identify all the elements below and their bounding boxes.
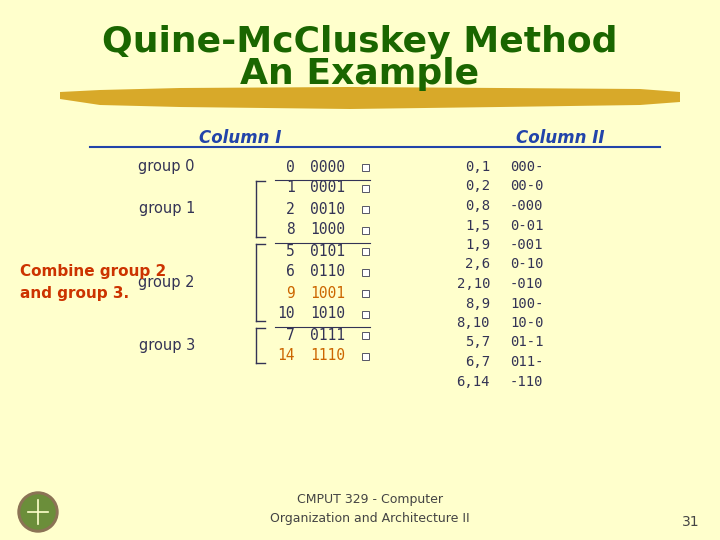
Text: -110: -110 xyxy=(510,375,544,388)
Text: 000-: 000- xyxy=(510,160,544,174)
FancyBboxPatch shape xyxy=(361,185,369,192)
FancyBboxPatch shape xyxy=(361,206,369,213)
Text: 2,6: 2,6 xyxy=(465,258,490,272)
Text: 00-0: 00-0 xyxy=(510,179,544,193)
Text: 0: 0 xyxy=(287,159,295,174)
Text: 1001: 1001 xyxy=(310,286,345,300)
Text: 5,7: 5,7 xyxy=(465,335,490,349)
Text: Combine group 2
and group 3.: Combine group 2 and group 3. xyxy=(20,264,166,301)
Text: An Example: An Example xyxy=(240,57,480,91)
Text: 6: 6 xyxy=(287,265,295,280)
Text: 0-10: 0-10 xyxy=(510,258,544,272)
Circle shape xyxy=(18,492,58,532)
FancyBboxPatch shape xyxy=(361,164,369,171)
Text: 0001: 0001 xyxy=(310,180,345,195)
Text: 100-: 100- xyxy=(510,296,544,310)
Text: 0000: 0000 xyxy=(310,159,345,174)
FancyBboxPatch shape xyxy=(361,289,369,296)
Text: 0010: 0010 xyxy=(310,201,345,217)
FancyBboxPatch shape xyxy=(361,268,369,275)
Text: 1110: 1110 xyxy=(310,348,345,363)
Text: 10-0: 10-0 xyxy=(510,316,544,330)
Text: Column II: Column II xyxy=(516,129,604,147)
Text: 14: 14 xyxy=(277,348,295,363)
Text: -000: -000 xyxy=(510,199,544,213)
Text: 01-1: 01-1 xyxy=(510,335,544,349)
FancyBboxPatch shape xyxy=(361,226,369,233)
Text: 0,8: 0,8 xyxy=(465,199,490,213)
Text: 1,5: 1,5 xyxy=(465,219,490,233)
Text: -001: -001 xyxy=(510,238,544,252)
Text: 0111: 0111 xyxy=(310,327,345,342)
FancyBboxPatch shape xyxy=(361,332,369,339)
Text: Quine-McCluskey Method: Quine-McCluskey Method xyxy=(102,25,618,59)
Text: 0-01: 0-01 xyxy=(510,219,544,233)
Circle shape xyxy=(21,495,55,529)
Text: 1,9: 1,9 xyxy=(465,238,490,252)
Text: 9: 9 xyxy=(287,286,295,300)
Text: group 0: group 0 xyxy=(138,159,195,174)
Text: 2,10: 2,10 xyxy=(456,277,490,291)
Text: 2: 2 xyxy=(287,201,295,217)
Text: 7: 7 xyxy=(287,327,295,342)
Text: group 2: group 2 xyxy=(138,275,195,290)
Text: group 1: group 1 xyxy=(139,201,195,217)
Text: 6,7: 6,7 xyxy=(465,355,490,369)
Text: 1010: 1010 xyxy=(310,307,345,321)
Text: 011-: 011- xyxy=(510,355,544,369)
Text: 0,1: 0,1 xyxy=(465,160,490,174)
Text: CMPUT 329 - Computer
Organization and Architecture II: CMPUT 329 - Computer Organization and Ar… xyxy=(270,493,470,525)
Text: 0,2: 0,2 xyxy=(465,179,490,193)
FancyBboxPatch shape xyxy=(361,353,369,360)
Text: group 3: group 3 xyxy=(139,338,195,353)
Text: 1000: 1000 xyxy=(310,222,345,238)
Polygon shape xyxy=(60,87,680,109)
Text: 8,10: 8,10 xyxy=(456,316,490,330)
Text: 0101: 0101 xyxy=(310,244,345,259)
Text: Column I: Column I xyxy=(199,129,282,147)
Text: -010: -010 xyxy=(510,277,544,291)
Text: 31: 31 xyxy=(683,515,700,529)
Text: 8,9: 8,9 xyxy=(465,296,490,310)
Text: 1: 1 xyxy=(287,180,295,195)
Text: 8: 8 xyxy=(287,222,295,238)
FancyBboxPatch shape xyxy=(361,310,369,318)
FancyBboxPatch shape xyxy=(361,247,369,254)
Text: 6,14: 6,14 xyxy=(456,375,490,388)
Text: 5: 5 xyxy=(287,244,295,259)
Text: 10: 10 xyxy=(277,307,295,321)
Text: 0110: 0110 xyxy=(310,265,345,280)
